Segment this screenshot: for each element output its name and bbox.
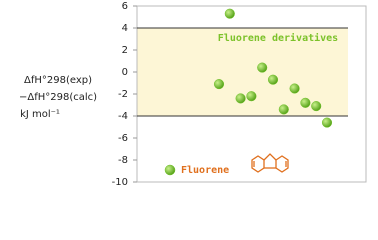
point [267,74,279,85]
chart: ΔfH°298(exp) −ΔfH°298(calc) kJ mol⁻¹ Flu… [19,1,367,188]
y-tick-label: -10 [112,177,128,188]
y-label-line: kJ mol⁻¹ [20,109,60,120]
y-label-line: ΔfH°298(exp) [24,75,92,86]
y-tick-label: 2 [122,45,128,56]
point [289,83,300,94]
point [235,93,246,104]
y-tick-label: 6 [122,1,128,12]
point [224,8,235,19]
y-tick-label: -6 [118,133,128,144]
point [300,97,311,108]
y-tick-label: -8 [118,155,128,166]
y-tick-label: 4 [122,23,128,34]
y-tick-label: -4 [118,111,128,122]
point [311,101,322,112]
band-label: Fluorene derivatives [218,32,338,44]
point [257,62,268,73]
point [278,104,289,115]
y-tick-label: -2 [118,89,128,100]
page: {"chart_data": {"type": "scatter", "y_la… [18,1,367,188]
fluorene-structure [251,153,289,173]
point [246,91,257,102]
legend-label: Fluorene [181,165,229,176]
point [213,79,225,90]
y-tick-label: 0 [122,67,128,78]
legend-marker [164,164,176,176]
y-label-line: −ΔfH°298(calc) [19,92,97,103]
point [321,117,333,128]
